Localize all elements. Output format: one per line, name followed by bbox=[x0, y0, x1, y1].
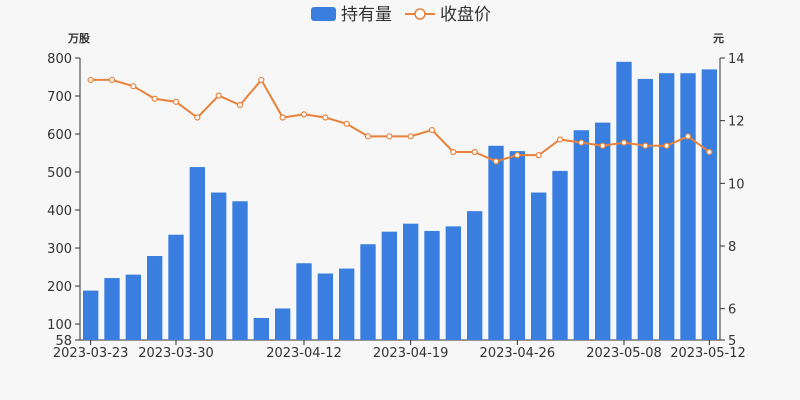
bar-holdings bbox=[573, 130, 590, 340]
x-tick-label: 2023-05-08 bbox=[586, 346, 662, 361]
bar-holdings bbox=[168, 234, 184, 340]
left-tick-label: 58 bbox=[55, 334, 72, 349]
bar-holdings bbox=[146, 256, 163, 340]
x-tick-label: 2023-04-19 bbox=[373, 346, 449, 361]
line-point-close-price bbox=[620, 139, 628, 146]
line-point-close-price bbox=[236, 101, 244, 109]
bar-holdings bbox=[381, 231, 398, 340]
left-tick-label: 200 bbox=[47, 280, 72, 295]
right-tick-label: 8 bbox=[728, 240, 736, 255]
right-tick-label: 12 bbox=[728, 115, 745, 130]
line-point-close-price bbox=[428, 126, 436, 134]
x-tick-label: 2023-04-26 bbox=[480, 346, 556, 361]
line-point-close-price bbox=[279, 114, 286, 121]
bar-holdings bbox=[658, 73, 675, 341]
right-axis-unit: 元 bbox=[713, 32, 724, 45]
x-tick-label: 2023-03-23 bbox=[53, 346, 129, 361]
line-point-close-price bbox=[300, 111, 308, 118]
line-point-close-price bbox=[556, 136, 564, 143]
line-point-close-price bbox=[364, 133, 372, 140]
line-point-close-price bbox=[642, 142, 649, 149]
bar-holdings bbox=[360, 244, 376, 340]
line-point-close-price bbox=[386, 133, 393, 140]
bar-holdings bbox=[424, 230, 440, 340]
legend-swatch-holdings bbox=[311, 7, 336, 21]
right-tick-label: 10 bbox=[728, 177, 745, 192]
line-path-close-price bbox=[90, 78, 710, 163]
legend-swatch-marker-close-price bbox=[414, 8, 426, 20]
bar-holdings bbox=[232, 201, 248, 340]
line-series-close-price bbox=[87, 76, 713, 165]
bar-holdings bbox=[701, 69, 718, 341]
bar-holdings bbox=[509, 151, 526, 340]
bar-holdings bbox=[104, 278, 120, 340]
line-point-close-price bbox=[130, 83, 137, 90]
line-point-close-price bbox=[706, 148, 713, 156]
bar-holdings bbox=[189, 167, 206, 340]
bar-holdings bbox=[338, 268, 355, 340]
bar-holdings bbox=[488, 145, 504, 340]
left-tick-label: 600 bbox=[47, 128, 72, 143]
left-axis-unit: 万股 bbox=[67, 32, 91, 45]
line-point-close-price bbox=[108, 76, 116, 84]
legend-label-holdings: 持有量 bbox=[341, 5, 392, 25]
bar-holdings bbox=[445, 226, 462, 340]
bar-holdings bbox=[253, 317, 270, 340]
line-point-close-price bbox=[492, 158, 500, 165]
line-point-close-price bbox=[535, 152, 542, 159]
line-point-close-price bbox=[578, 139, 585, 146]
line-point-close-price bbox=[450, 148, 457, 156]
x-tick-label: 2023-05-12 bbox=[670, 346, 746, 361]
line-point-close-price bbox=[471, 148, 478, 156]
axes: 万股 元8007006005004003002001005814121086520… bbox=[47, 32, 746, 361]
bar-holdings bbox=[466, 211, 483, 340]
right-tick-label: 6 bbox=[728, 303, 736, 318]
line-point-close-price bbox=[87, 76, 94, 84]
left-tick-label: 400 bbox=[47, 204, 72, 219]
line-point-close-price bbox=[151, 95, 158, 102]
left-tick-label: 700 bbox=[47, 90, 72, 105]
bar-holdings bbox=[402, 223, 419, 340]
bar-holdings bbox=[317, 273, 334, 340]
bar-holdings bbox=[296, 263, 312, 340]
left-tick-label: 300 bbox=[47, 242, 72, 257]
right-tick-label: 5 bbox=[728, 334, 736, 349]
left-tick-label: 500 bbox=[47, 166, 72, 181]
line-point-close-price bbox=[599, 142, 606, 149]
bar-holdings bbox=[274, 308, 291, 340]
legend-label-close-price: 收盘价 bbox=[440, 5, 491, 25]
line-point-close-price bbox=[343, 120, 350, 127]
bar-holdings bbox=[82, 290, 99, 340]
bar-holdings bbox=[637, 78, 654, 341]
line-point-close-price bbox=[194, 114, 201, 121]
line-point-close-price bbox=[663, 142, 670, 149]
bar-holdings bbox=[680, 73, 696, 341]
bar-holdings bbox=[616, 61, 632, 340]
bar-holdings bbox=[594, 122, 611, 340]
x-tick-label: 2023-04-12 bbox=[266, 346, 342, 361]
line-point-close-price bbox=[172, 98, 180, 105]
bar-holdings bbox=[210, 192, 227, 340]
line-point-close-price bbox=[407, 133, 414, 140]
left-tick-label: 100 bbox=[47, 318, 72, 333]
line-point-close-price bbox=[215, 92, 222, 99]
right-tick-label: 14 bbox=[728, 52, 745, 67]
left-tick-label: 800 bbox=[47, 52, 72, 67]
line-point-close-price bbox=[258, 76, 265, 84]
x-tick-label: 2023-03-30 bbox=[138, 346, 214, 361]
bar-holdings bbox=[125, 274, 142, 340]
legend[interactable]: 持有量 收盘价 bbox=[311, 5, 491, 25]
line-point-close-price bbox=[684, 133, 692, 140]
bar-holdings bbox=[552, 170, 568, 340]
line-point-close-price bbox=[322, 114, 329, 121]
bar-holdings bbox=[530, 192, 547, 340]
line-point-close-price bbox=[514, 152, 521, 159]
